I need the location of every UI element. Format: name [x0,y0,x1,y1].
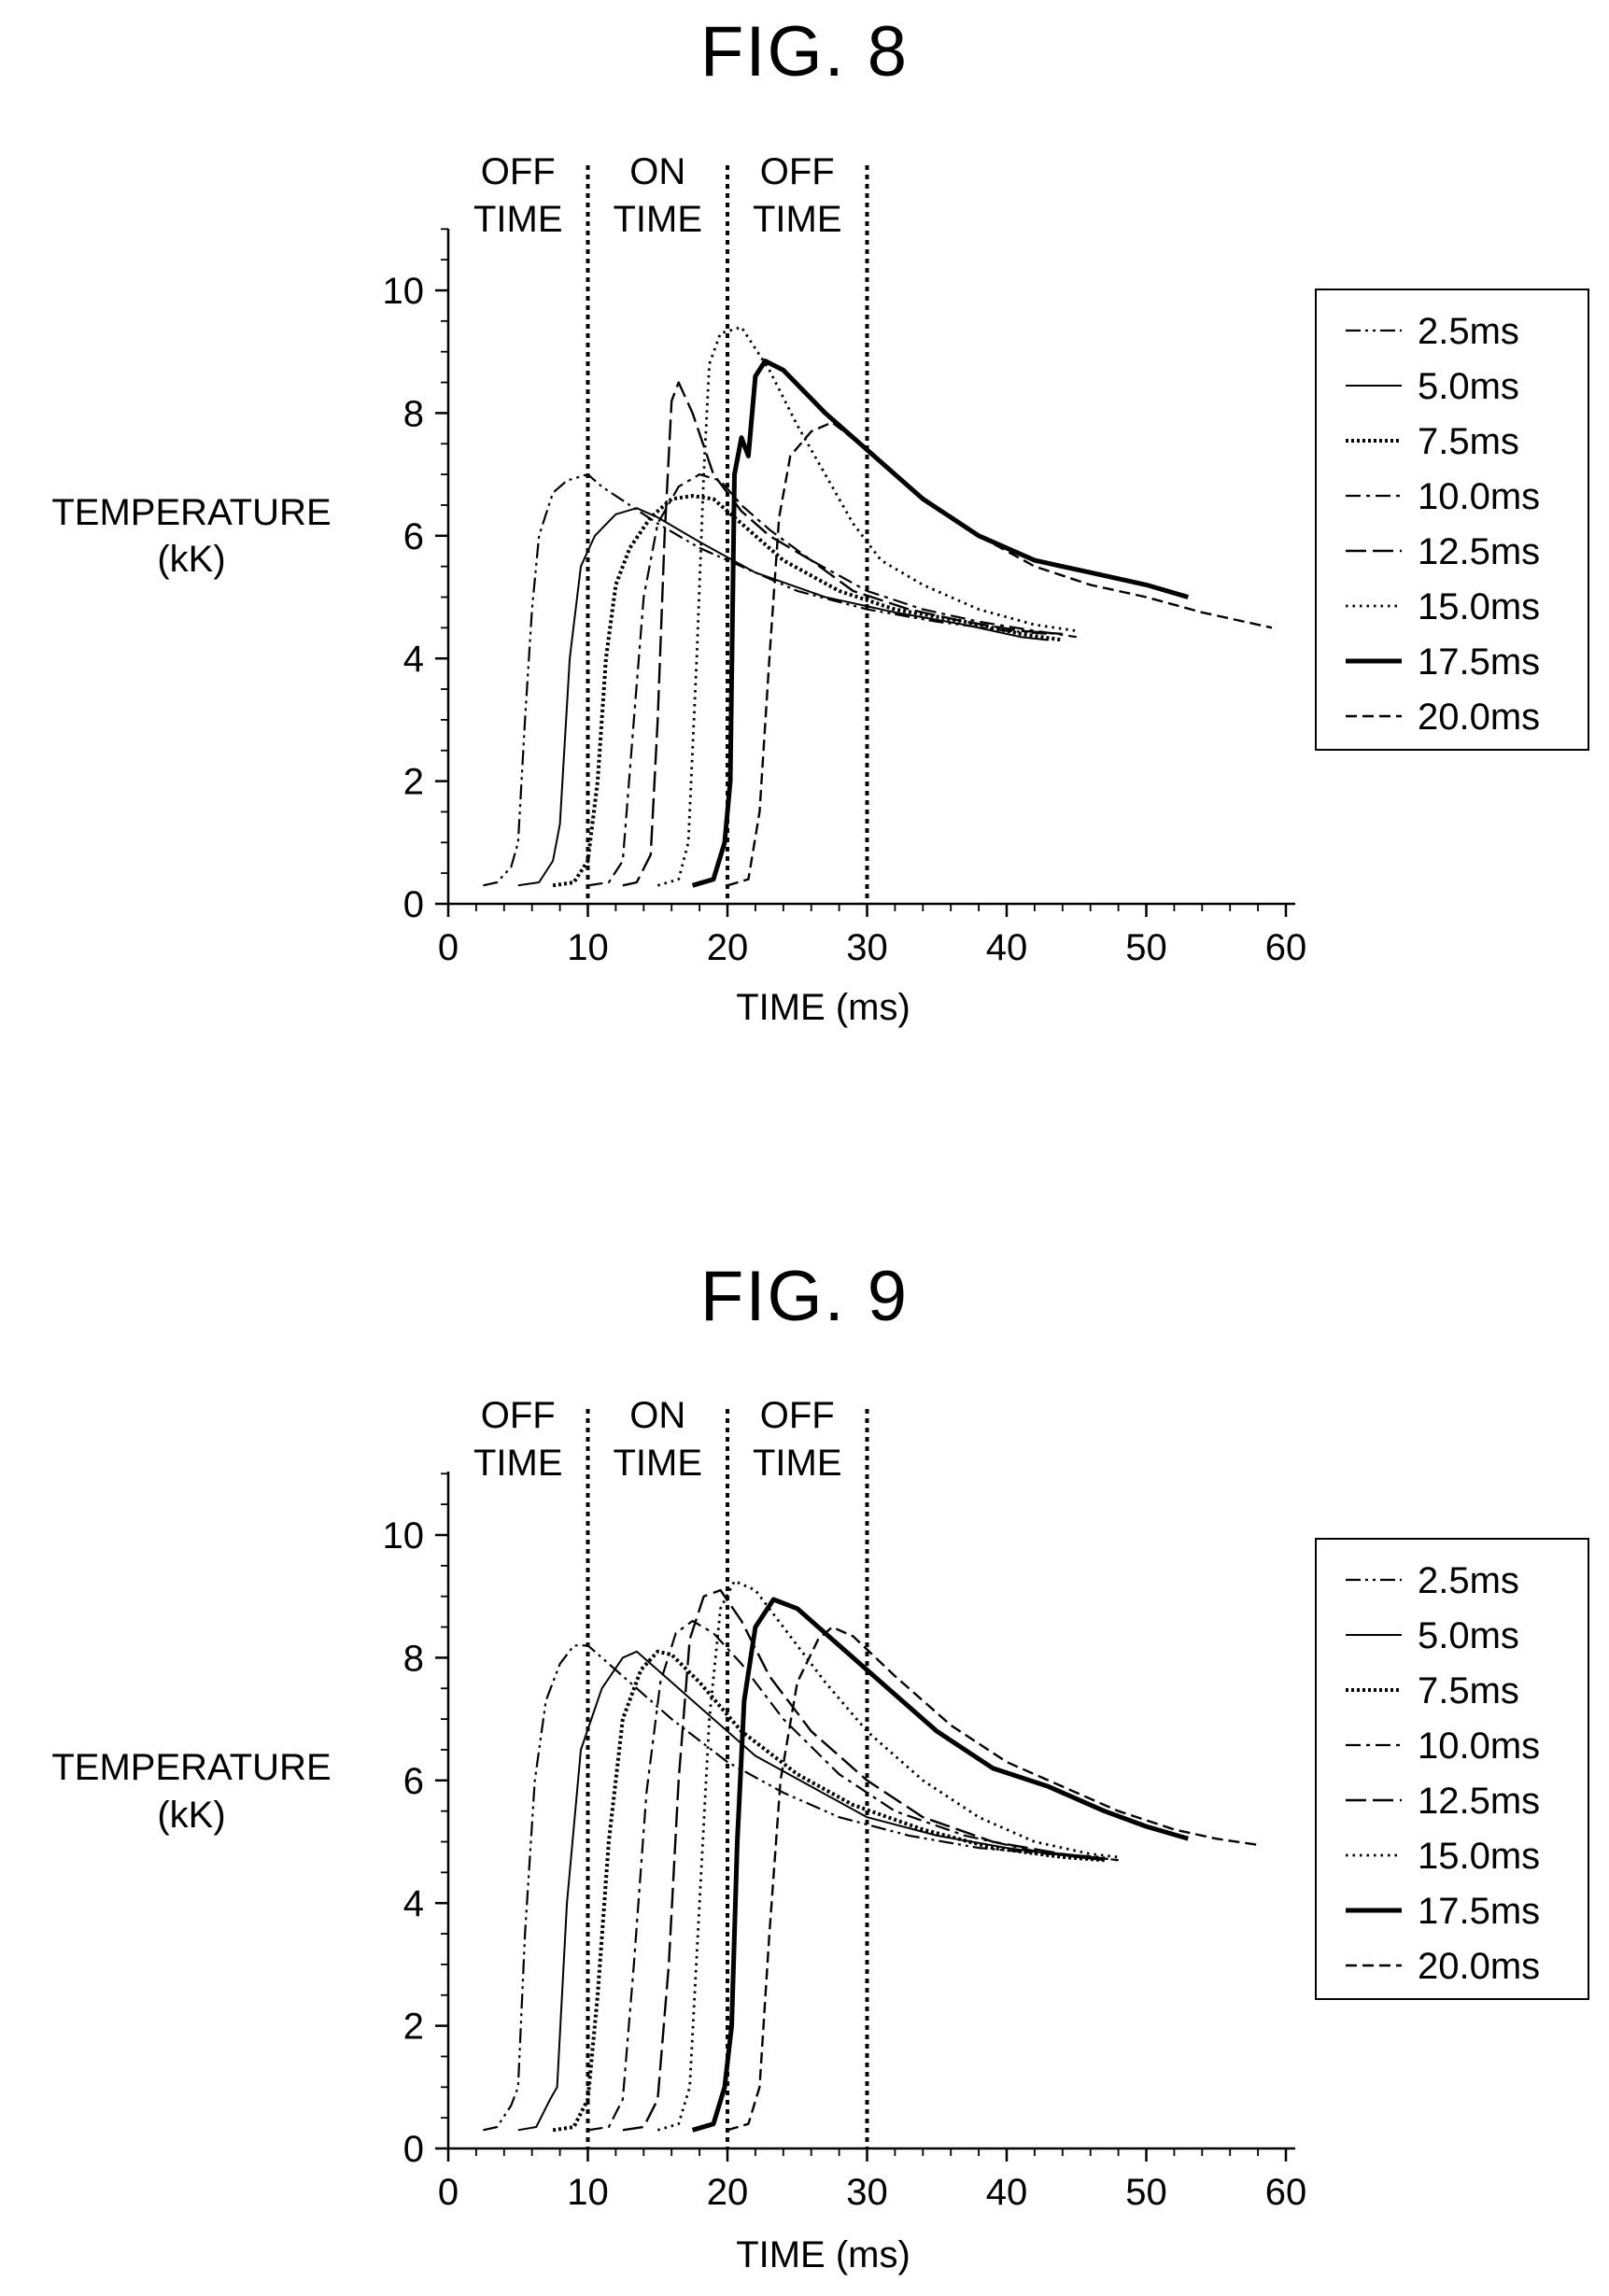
phase-label-top: OFF [760,151,835,192]
x-tick-label: 10 [567,927,609,968]
series-line-10-0ms [587,1619,1119,2132]
phase-label-top: ON [629,151,685,192]
y-axis-unit: (kK) [157,1795,225,1836]
chart-2: 0 2 4 6 8 10 0 10 20 30 40 50 60 TIME (ms) TEMPERATURE… [51,1395,1589,2275]
x-tick-label: 0 [438,2172,459,2213]
y-axis-unit: (kK) [157,539,225,580]
x-tick-label: 60 [1265,2172,1307,2213]
x-tick-label: 30 [846,2172,888,2213]
phase-label-bottom: TIME [613,199,702,240]
legend-entry: 20.0ms [1418,697,1540,738]
x-tick-label: 50 [1125,2172,1167,2213]
legend-entry: 2.5ms [1418,1560,1519,1601]
y-tick-label: 2 [403,762,424,803]
series-line-10-0ms [587,473,1077,887]
y-tick-label: 2 [403,2007,424,2048]
figure-8-title: FIG. 8 [699,12,910,92]
series-line-20-0ms [727,1626,1259,2132]
x-tick-label: 20 [707,927,749,968]
phase-label-bottom: TIME [473,199,563,240]
series-line-7-5ms [552,1649,1105,2133]
legend-entry: 7.5ms [1418,1670,1519,1711]
series-line-17-5ms [691,1597,1190,2133]
y-tick-label: 4 [403,639,424,680]
x-tick-label: 40 [986,2172,1028,2213]
series-line-12-5ms [622,381,1063,887]
y-tick-label: 0 [403,884,424,925]
y-tick-label: 6 [403,1761,424,1802]
y-tick-label: 8 [403,393,424,434]
phase-label-top: OFF [760,1395,835,1436]
series-line-20-0ms [727,421,1273,887]
legend-entry: 17.5ms [1418,641,1540,683]
series-line-7-5ms [552,494,1064,888]
legend-entry: 10.0ms [1418,1726,1540,1767]
y-tick-label: 6 [403,516,424,557]
phase-label-top: OFF [481,1395,556,1436]
legend-entry: 12.5ms [1418,531,1540,572]
phase-label-bottom: TIME [753,1443,842,1484]
x-tick-label: 50 [1125,927,1167,968]
legend-entry: 7.5ms [1418,421,1519,462]
legend-entry: 12.5ms [1418,1781,1540,1822]
y-axis-label: TEMPERATURE [51,492,331,533]
x-axis-label: TIME (ms) [736,987,910,1028]
x-axis-label: TIME (ms) [736,2234,910,2275]
series-line-15-0ms [656,326,1078,887]
figure-9-title: FIG. 9 [699,1257,910,1336]
legend-entry: 5.0ms [1418,1615,1519,1656]
legend-entry: 15.0ms [1418,586,1540,627]
phase-label-bottom: TIME [613,1443,702,1484]
legend-box [1315,1538,1589,2000]
y-axis-label: TEMPERATURE [51,1747,331,1788]
x-tick-label: 0 [438,927,459,968]
legend-entry: 2.5ms [1418,311,1519,352]
y-tick-label: 4 [403,1883,424,1924]
phase-label-bottom: TIME [473,1443,563,1484]
x-tick-label: 60 [1265,927,1307,968]
series-line-5-0ms [517,1650,1105,2132]
x-tick-label: 30 [846,927,888,968]
x-tick-label: 40 [986,927,1028,968]
series-line-12-5ms [622,1588,1119,2132]
y-tick-label: 0 [403,2129,424,2170]
y-tick-label: 10 [383,1515,425,1556]
chart-1: 0 2 4 6 8 10 0 10 20 30 40 50 60 TIME (ms) TEMPERATURE… [51,151,1589,1028]
series-line-2-5ms [483,473,1049,887]
y-tick-label: 8 [403,1638,424,1679]
phase-label-top: ON [629,1395,685,1436]
legend-entry: 5.0ms [1418,366,1519,407]
legend-entry: 17.5ms [1418,1891,1540,1932]
legend-entry: 15.0ms [1418,1836,1540,1877]
phase-label-top: OFF [481,151,556,192]
series-line-2-5ms [483,1644,1105,2132]
series-line-17-5ms [691,359,1190,888]
legend-box [1315,289,1589,751]
legend-entry: 10.0ms [1418,476,1540,517]
series-line-5-0ms [517,507,1049,887]
legend-entry: 20.0ms [1418,1946,1540,1987]
x-tick-label: 20 [707,2172,749,2213]
phase-label-bottom: TIME [753,199,842,240]
y-tick-label: 10 [383,271,425,312]
x-tick-label: 10 [567,2172,609,2213]
